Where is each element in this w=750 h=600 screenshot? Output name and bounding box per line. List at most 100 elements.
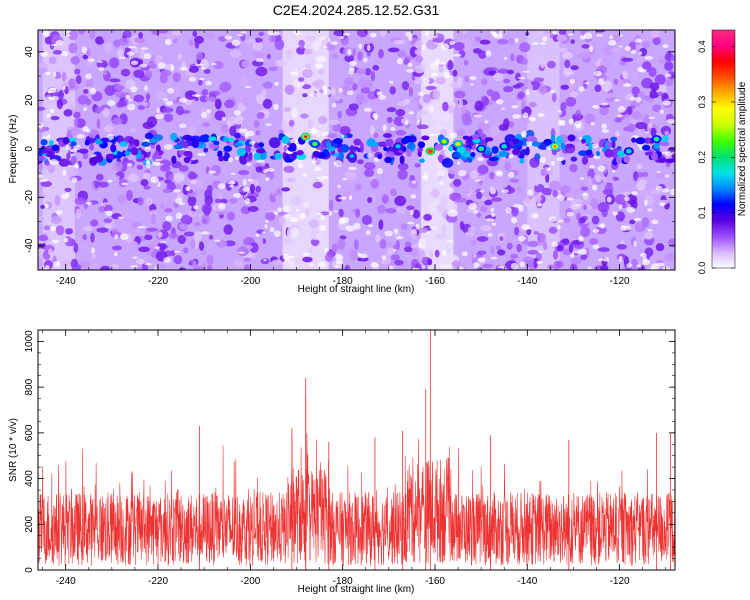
- spectrogram-gap: [230, 172, 236, 175]
- spectrogram-cell: [484, 199, 493, 206]
- spectrogram-cell: [198, 241, 205, 251]
- spectrogram-band-cell: [213, 141, 220, 146]
- spectrogram-gap: [76, 134, 85, 139]
- spectrogram-cell: [667, 70, 675, 80]
- spectrogram-gap: [163, 257, 171, 263]
- spectrogram-band-cell: [119, 141, 128, 147]
- spectrogram-cell: [509, 178, 520, 183]
- spectrogram-cell: [133, 94, 145, 103]
- spectrogram-cell: [439, 194, 449, 206]
- spectrogram-gap: [662, 44, 669, 49]
- spectrogram-cell: [111, 245, 123, 251]
- spectrogram-cell: [241, 60, 251, 69]
- spectrogram-gap: [633, 240, 637, 247]
- spectrogram-band-cell: [470, 152, 476, 157]
- spectrogram-band-cell: [370, 144, 379, 153]
- spectrogram-gap: [127, 46, 137, 49]
- spectrogram-cell: [50, 115, 60, 121]
- spectrogram-cell: [143, 185, 151, 190]
- spectrogram-gap: [557, 109, 562, 113]
- spectrogram-cell: [356, 257, 369, 262]
- spectrogram-cell: [249, 242, 259, 253]
- spectrogram-cell: [255, 166, 263, 173]
- spectrogram-band-cell: [417, 141, 426, 149]
- spectrogram-cell: [194, 39, 200, 49]
- spectrogram-cell: [534, 177, 540, 187]
- snr-y-axis-label: SNR (10 * v/v): [8, 418, 19, 482]
- spectrogram-cell: [343, 77, 354, 86]
- spectrogram-cell: [309, 186, 315, 195]
- spectrogram-cell: [162, 188, 173, 194]
- spectrogram-cell: [278, 215, 286, 226]
- spectrogram-cell: [133, 47, 139, 54]
- spectrogram-cell: [96, 118, 101, 129]
- spectrogram-band-cell: [148, 138, 159, 144]
- spectrogram-gap: [644, 199, 648, 207]
- spectrogram-cell: [230, 50, 242, 58]
- spectrogram-band-cell: [623, 155, 631, 164]
- spectrogram-cell: [356, 68, 367, 75]
- spectrogram-gap: [130, 60, 139, 65]
- y-tick-label: -20: [24, 190, 35, 205]
- spectrogram-gap: [154, 158, 163, 162]
- spectrogram-cell: [348, 249, 358, 261]
- spectrogram-cell: [616, 244, 628, 250]
- spectrogram-cell: [168, 173, 174, 182]
- spectrogram-cell: [497, 249, 506, 256]
- spectrogram-cell: [73, 111, 81, 119]
- spectrogram-band-cell: [183, 150, 193, 157]
- x-tick-label: -240: [56, 276, 76, 287]
- spectrogram-cell: [570, 65, 579, 71]
- x-tick-label: -140: [517, 276, 537, 287]
- spectrogram-cell: [479, 39, 491, 45]
- spectrogram-cell: [269, 34, 276, 43]
- spectrogram-cell: [324, 253, 334, 262]
- spectrogram-panel: -240 -220 -200 -180 -160 -140 -120 -40-2002040…: [8, 29, 676, 295]
- spectrogram-gap: [244, 197, 251, 205]
- spectrogram-cell: [422, 93, 432, 104]
- spectrogram-gap: [53, 261, 61, 268]
- spectrogram-gap: [593, 70, 603, 77]
- spectrogram-cell: [439, 263, 452, 269]
- spectrogram-gap: [106, 133, 115, 141]
- spectrogram-gap: [487, 233, 493, 237]
- spectrogram-band-cell: [254, 142, 260, 149]
- spectrogram-cell: [519, 172, 528, 179]
- spectrogram-band-cell: [653, 142, 660, 150]
- spectrogram-cell: [281, 119, 287, 131]
- spectrogram-gap: [659, 202, 666, 207]
- spectrogram-gap: [647, 229, 653, 232]
- spectrogram-cell: [111, 263, 120, 270]
- spectrogram-cell: [242, 97, 249, 107]
- snr-y-ticks: 0 200 400 600 800 1000: [24, 329, 675, 573]
- spectrogram-cell: [462, 39, 473, 50]
- spectrogram-cell: [561, 238, 570, 244]
- spectrogram-gap: [601, 129, 610, 134]
- spectrogram-cell: [159, 159, 172, 168]
- spectrogram-cell: [299, 39, 305, 50]
- spectrogram-cell: [203, 68, 211, 74]
- spectrogram-gap: [162, 98, 169, 102]
- spectrogram-gap: [127, 162, 133, 167]
- spectrogram-gap: [548, 216, 558, 222]
- spectrogram-gap: [558, 121, 563, 126]
- spectrogram-gap: [638, 51, 643, 55]
- spectrogram-gap: [334, 264, 340, 268]
- spectrogram-cell: [606, 176, 614, 184]
- spectrogram-cell: [144, 234, 153, 241]
- spectrogram-band-cell: [353, 138, 362, 146]
- spectrogram-band-cell: [84, 139, 90, 146]
- spectrogram-gap: [503, 56, 508, 60]
- spectrogram-cell: [448, 202, 458, 212]
- spectrogram-cell: [414, 163, 421, 168]
- snr-series: [38, 433, 675, 566]
- spectrogram-cell: [504, 161, 511, 171]
- spectrogram-band-cell: [208, 136, 217, 142]
- spectrogram-gap: [348, 194, 353, 201]
- spectrogram-cell: [38, 67, 48, 74]
- spectrogram-band-cell: [635, 137, 646, 145]
- spectrogram-cell: [183, 247, 189, 254]
- spectrogram-cell: [648, 67, 657, 78]
- spectrogram-cell: [464, 75, 470, 83]
- spectrogram-cell: [357, 51, 363, 62]
